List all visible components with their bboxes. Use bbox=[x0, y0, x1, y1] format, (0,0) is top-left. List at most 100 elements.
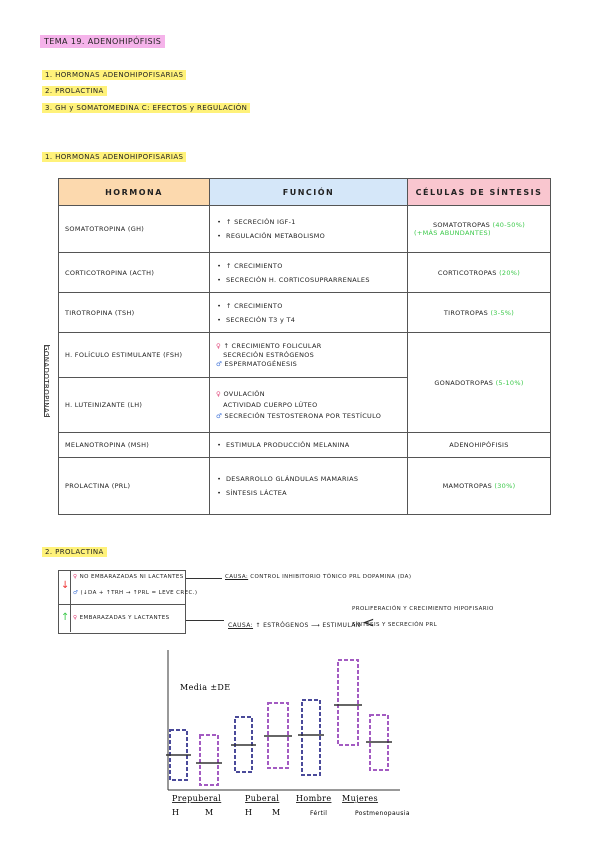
shape: HORMONA FUNCIÓN CÉLULAS DE SÍNTESIS SOMA… bbox=[58, 178, 551, 515]
text: 2. PROLACTINA bbox=[42, 547, 107, 557]
text: ↓ bbox=[61, 580, 70, 591]
text: ↑ CRECIMIENTO FOLICULAR bbox=[223, 341, 322, 350]
text: (↓DA + ↑TRH → ↑PRL = LEVE CREC.) bbox=[80, 590, 198, 596]
text: H bbox=[172, 808, 179, 817]
shape: ♀ NO EMBARAZADAS NI LACTANTES bbox=[73, 574, 184, 580]
text: SECRECIÓN ESTRÓGENOS bbox=[223, 350, 315, 359]
text: H. LUTEINIZANTE (LH) bbox=[58, 377, 210, 433]
shape: GONADOTROPAS (5-10%) bbox=[407, 332, 551, 433]
text: Puberal bbox=[245, 794, 279, 803]
shape: < bbox=[362, 615, 376, 631]
text: H bbox=[245, 808, 252, 817]
index-item: 3. GH y SOMATOMEDINA C: EFECTOS y REGULA… bbox=[42, 103, 251, 113]
shape: DESARROLLO GLÁNDULAS MAMARIASSÍNTESIS LÁ… bbox=[216, 472, 401, 500]
text: CAUSA: bbox=[225, 574, 249, 580]
text: Mujeres bbox=[342, 794, 378, 803]
shape bbox=[337, 659, 359, 746]
text: ↑ CRECIMIENTO bbox=[226, 299, 401, 313]
shape: CORTICOTROPINA (ACTH) ↑ CRECIMIENTOSECRE… bbox=[58, 252, 551, 293]
shape: ↑ CRECIMIENTOSECRECIÓN H. CORTICOSUPRARR… bbox=[216, 259, 401, 287]
section-heading: 2. PROLACTINA bbox=[42, 547, 107, 557]
text: NO EMBARAZADAS NI LACTANTES bbox=[79, 574, 184, 580]
text: CORTICOTROPINA (ACTH) bbox=[58, 252, 210, 293]
bracket bbox=[44, 345, 50, 417]
chart-legend: Media ±DE bbox=[180, 683, 230, 692]
text: OVULACIÓN bbox=[223, 389, 265, 398]
shape: ↑ SECRECIÓN IGF-1REGULACIÓN METABOLISMO bbox=[216, 215, 401, 243]
text: CAUSA: bbox=[228, 622, 254, 629]
text: 2. PROLACTINA bbox=[42, 86, 107, 96]
shape: ↑ CRECIMIENTOSECRECIÓN H. CORTICOSUPRARR… bbox=[209, 252, 408, 293]
section-heading: 1. HORMONAS ADENOHIPOFISARIAS bbox=[42, 152, 187, 162]
text: SECRECIÓN T3 y T4 bbox=[226, 313, 401, 327]
text: (5-10%) bbox=[495, 378, 524, 387]
text: (3-5%) bbox=[490, 308, 515, 317]
text: SÍNTESIS LÁCTEA bbox=[226, 486, 401, 500]
arrow-line bbox=[186, 620, 224, 621]
shape bbox=[267, 702, 289, 769]
shape: DESARROLLO GLÁNDULAS MAMARIASSÍNTESIS LÁ… bbox=[209, 457, 408, 515]
shape: ↑ SECRECIÓN IGF-1REGULACIÓN METABOLISMO bbox=[209, 205, 408, 253]
shape: ESTIMULA PRODUCCIÓN MELANINA bbox=[216, 438, 401, 452]
shape: ESTIMULA PRODUCCIÓN MELANINA bbox=[209, 432, 408, 458]
text: SOMATOTROPINA (GH) bbox=[58, 205, 210, 253]
text: H. FOLÍCULO ESTIMULANTE (FSH) bbox=[58, 332, 210, 378]
shape: ♀ OVULACIÓN ACTIVIDAD CUERPO LÚTEO ♂ SECR… bbox=[209, 377, 408, 433]
text: SÍNTESIS Y SECRECIÓN PRL bbox=[352, 622, 438, 628]
shape: CORTICOTROPAS (20%) bbox=[407, 252, 551, 293]
shape: ♀ ↑ CRECIMIENTO FOLICULAR SECRECIÓN ESTR… bbox=[209, 332, 408, 378]
text: ↑ bbox=[61, 612, 70, 623]
shape: CAUSA: CONTROL INHIBITORIO TÓNICO PRL DO… bbox=[225, 574, 411, 580]
text: CÉLULAS DE SÍNTESIS bbox=[407, 178, 551, 206]
text: (40-50%) bbox=[492, 221, 526, 229]
text: (+MÁS ABUNDANTES) bbox=[414, 229, 491, 237]
text: ↑ ESTRÓGENOS bbox=[255, 622, 309, 629]
shape: PROLACTINA (PRL) DESARROLLO GLÁNDULAS MA… bbox=[58, 457, 551, 515]
text: Hombre bbox=[296, 794, 331, 803]
shape bbox=[169, 659, 389, 786]
text: CORTICOTROPAS bbox=[437, 268, 497, 277]
text: (30%) bbox=[494, 482, 516, 490]
shape: H. FOLÍCULO ESTIMULANTE (FSH) ♀ ↑ CRECIM… bbox=[58, 332, 551, 433]
shape bbox=[166, 704, 392, 764]
text: ↑ SECRECIÓN IGF-1 bbox=[226, 215, 401, 229]
shape: H. LUTEINIZANTE (LH) ♀ OVULACIÓN ACTIVID… bbox=[58, 377, 551, 433]
text: ♂ bbox=[216, 411, 223, 420]
text: HORMONA bbox=[58, 178, 210, 206]
title: TEMA 19. ADENOHIPÓFISIS bbox=[40, 35, 166, 48]
text: ♀ bbox=[73, 574, 78, 580]
text: 3. GH y SOMATOMEDINA C: EFECTOS y REGULA… bbox=[42, 103, 251, 113]
prolactin-chart: Media ±DE Prepuberal Puberal Hombre Muje… bbox=[166, 650, 410, 817]
text: Postmenopausia bbox=[355, 810, 410, 817]
text: SECRECIÓN TESTOSTERONA POR TESTÍCULO bbox=[224, 411, 382, 420]
text: ♀ bbox=[216, 389, 222, 398]
text: ♀ bbox=[216, 341, 222, 350]
shape: MELANOTROPINA (MSH) ESTIMULA PRODUCCIÓN … bbox=[58, 432, 551, 458]
text: ESTIMULAN bbox=[322, 622, 361, 629]
text: ♂ bbox=[216, 359, 223, 368]
text: M bbox=[205, 808, 214, 817]
shape: MAMOTROPAS (30%) bbox=[407, 457, 551, 515]
text: SOMATOTROPAS bbox=[432, 221, 491, 229]
text: (20%) bbox=[499, 268, 521, 277]
text: SECRECIÓN H. CORTICOSUPRARRENALES bbox=[226, 273, 401, 287]
index-item: 2. PROLACTINA bbox=[42, 86, 107, 96]
shape bbox=[301, 699, 321, 776]
shape: SOMATOTROPAS (40-50%) (+MÁS ABUNDANTES) bbox=[407, 205, 551, 253]
title-text: TEMA 19. ADENOHIPÓFISIS bbox=[40, 35, 166, 48]
text: REGULACIÓN METABOLISMO bbox=[226, 229, 401, 243]
divider bbox=[58, 604, 185, 605]
shape bbox=[199, 734, 219, 786]
text: ACTIVIDAD CUERPO LÚTEO bbox=[223, 400, 318, 409]
text: MELANOTROPINA (MSH) bbox=[58, 432, 210, 458]
arrow-line bbox=[186, 578, 222, 579]
shape: ♂ (↓DA + ↑TRH → ↑PRL = LEVE CREC.) bbox=[73, 590, 197, 596]
shape: ↑ CRECIMIENTOSECRECIÓN T3 y T4 bbox=[209, 292, 408, 333]
shape: ↑ CRECIMIENTOSECRECIÓN T3 y T4 bbox=[216, 299, 401, 327]
text: ADENOHIPÓFISIS bbox=[407, 432, 551, 458]
text: MAMOTROPAS bbox=[442, 482, 493, 490]
text: GONADOTROPAS bbox=[434, 378, 494, 387]
text: CONTROL INHIBITORIO TÓNICO PRL DOPAMINA … bbox=[250, 574, 412, 580]
text: Prepuberal bbox=[172, 794, 221, 803]
